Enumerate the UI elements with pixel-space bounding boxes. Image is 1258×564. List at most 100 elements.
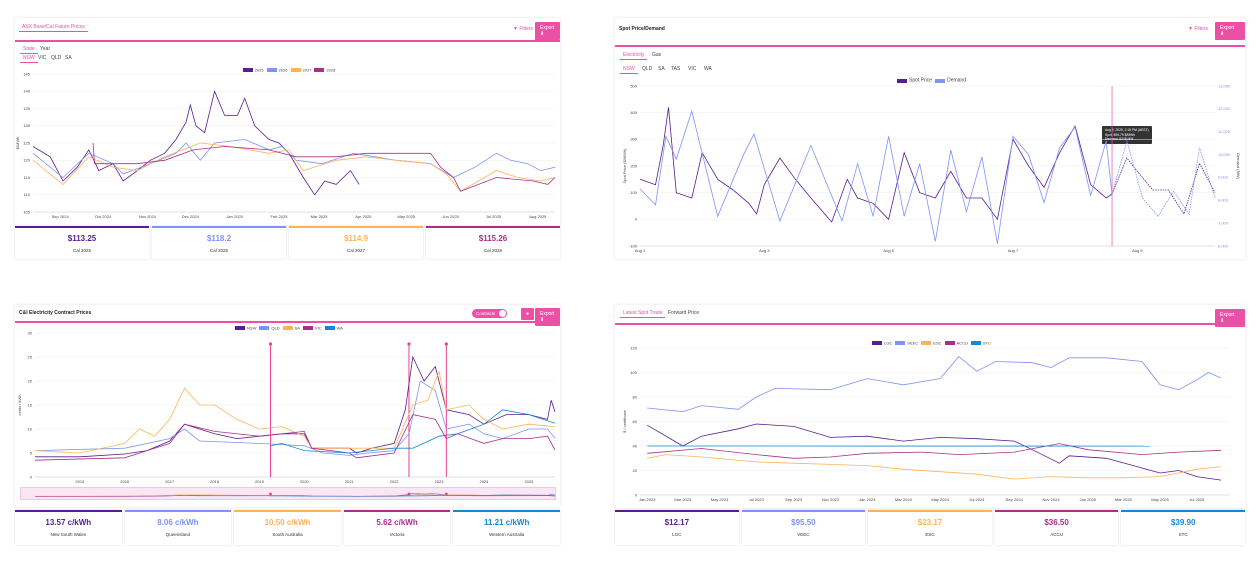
stat-value: 8.06 c/kWh (157, 518, 199, 527)
tab-year[interactable]: Year (40, 46, 51, 52)
x-tick-label: Sep 2024 (52, 214, 70, 219)
series-line-2027 (32, 142, 556, 192)
legend-item[interactable]: 2025 (240, 67, 264, 72)
chart-legend: Spot Price Demand (615, 78, 1245, 84)
filter-icon: ▼ (1188, 26, 1195, 32)
x-tick-label: 2019 (255, 479, 265, 484)
x-tick-label: Jul 2025 (1189, 497, 1205, 502)
legend-item[interactable]: VIC (300, 325, 322, 330)
legend-label: VEEC (907, 340, 919, 346)
legend-label: VIC (314, 325, 322, 331)
legend-item[interactable]: 2027 (288, 67, 311, 72)
legend-item[interactable]: 2028 (311, 67, 335, 72)
export-button[interactable]: Export ⬇ (1215, 22, 1245, 40)
certificates-panel: Latest Spot Trade Forward Price Export ⬇… (615, 305, 1245, 508)
legend-label: 2025 (254, 67, 264, 73)
export-button[interactable]: Export ⬇ (535, 22, 560, 40)
tab-qld[interactable]: QLD (51, 55, 62, 61)
stat-value: $114.9 (343, 234, 369, 243)
export-button[interactable]: Export ⬇ (535, 308, 560, 326)
legend-item[interactable]: NSW (232, 325, 256, 330)
stat-value: 13.57 c/kWh (45, 518, 92, 527)
asx-cards: $113.25 Cal 2025 $118.2 Cal 2026 $114.9 Cal 2… (15, 226, 560, 259)
series-line-spot-price (639, 107, 1113, 223)
tab-sa[interactable]: SA (658, 66, 665, 72)
tab-nsw[interactable]: NSW (620, 65, 638, 74)
tab-electricity[interactable]: Electricity (620, 51, 648, 60)
download-icon: ⬇ (1220, 31, 1225, 37)
export-label: Export (540, 25, 555, 31)
y2-tick-label: 10,000 (1218, 152, 1231, 157)
tab-gas[interactable]: Gas (652, 52, 662, 58)
y2-tick-label: 7,000 (1218, 220, 1229, 225)
tab-tas[interactable]: TAS (671, 66, 681, 72)
series-line-qld (34, 380, 556, 456)
legend-label: QLD (271, 325, 280, 331)
x-tick-label: Jul 2023 (749, 497, 765, 502)
tab-vic[interactable]: VIC (688, 66, 697, 72)
stat-card: $113.25 Cal 2025 (15, 226, 149, 259)
legend-label: WA (336, 325, 343, 331)
stat-card: 8.06 c/kWh Queensland (124, 510, 232, 545)
event-marker-dot (268, 342, 273, 346)
tab-qld[interactable]: QLD (642, 66, 653, 72)
filters-button[interactable]: ▼ Filters (513, 26, 533, 32)
y-tick-label: 80 (633, 394, 638, 399)
certificates-chart: 0 20 40 60 80 100 120 Jan 2023 Mar 2023 May 2023 J… (622, 345, 1230, 502)
y-tick-label: 130 (23, 123, 30, 128)
legend-item[interactable]: ESC (918, 340, 942, 345)
y-tick-label: 400 (630, 110, 637, 115)
x-tick-label: 2015 (75, 479, 85, 484)
tab-nsw[interactable]: NSW (20, 54, 38, 63)
x-tick-label: Mar 2023 (674, 497, 692, 502)
legend-item[interactable]: ACCU (942, 340, 968, 345)
download-icon: ⬇ (540, 317, 545, 323)
legend-item[interactable]: STC (968, 340, 991, 345)
stat-label: Cal 2027 (346, 248, 365, 253)
y-tick-label: 115 (24, 175, 31, 180)
legend-item[interactable]: SA (280, 325, 300, 330)
legend-label: NSW (247, 325, 257, 331)
legend-item[interactable]: VEEC (892, 340, 918, 345)
legend-label: ACCU (956, 340, 968, 346)
x-tick-label: 2020 (300, 479, 310, 484)
legend-item[interactable]: LGC (869, 340, 892, 345)
export-button[interactable]: Export ⬇ (1215, 309, 1245, 327)
series-line-vic (34, 414, 556, 461)
x-tick-label: Sep 2024 (1006, 497, 1024, 502)
filter-icon: ▼ (513, 26, 520, 32)
x-tick-label: Jul 2024 (969, 497, 985, 502)
legend-item[interactable]: QLD (256, 325, 280, 331)
legend-item[interactable]: 2026 (264, 67, 288, 72)
x-tick-label: 2023 (435, 479, 445, 484)
tab-state[interactable]: State (20, 45, 38, 54)
export-label: Export (1220, 312, 1235, 318)
contracts-toggle[interactable]: Contracts (472, 309, 508, 318)
legend-item[interactable]: Spot Price (894, 78, 932, 84)
tab-forward-price[interactable]: Forward Price (668, 310, 700, 316)
stat-card: $23.17 ESC (868, 510, 992, 545)
tab-asx-base-cal[interactable]: ASX Base/Cal Future Prices (19, 23, 88, 32)
y-axis-title: $/MWh (15, 137, 20, 150)
y-tick-label: 200 (630, 163, 637, 168)
tab-sa[interactable]: SA (65, 55, 72, 61)
chart-legend: 2025 2026 2027 2028 (15, 67, 560, 72)
filters-button[interactable]: ▼ Filters (1188, 26, 1208, 32)
chart-legend: NSW QLD SA VIC WA (15, 325, 560, 330)
tab-wa[interactable]: WA (704, 66, 712, 72)
range-navigator[interactable] (20, 487, 556, 500)
tab-vic[interactable]: VIC (38, 55, 47, 61)
navigator-marker (269, 492, 272, 496)
x-tick-label: Mar 2024 (895, 497, 913, 502)
ci-contract-prices-panel: C&I Electricity Contract Prices Contract… (15, 305, 560, 507)
stat-card: 10.50 c/kWh South Australia (234, 510, 341, 545)
divider (615, 45, 1245, 47)
notification-button[interactable]: ● (521, 308, 535, 320)
stat-card: 11.21 c/kWh Western Australia (453, 510, 560, 545)
legend-swatch (302, 325, 313, 330)
x-tick-label: Jun 2025 (442, 214, 459, 219)
legend-item[interactable]: Demand (932, 78, 966, 84)
tab-latest-spot-trade[interactable]: Latest Spot Trade (620, 309, 666, 318)
legend-item[interactable]: WA (322, 325, 343, 330)
